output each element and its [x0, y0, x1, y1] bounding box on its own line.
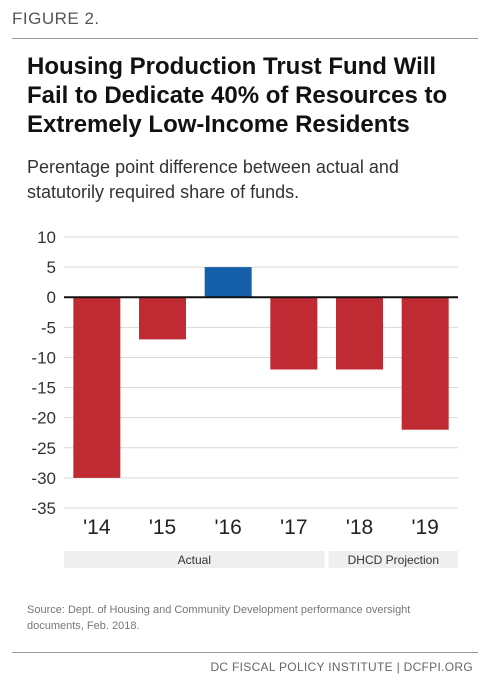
chart-subtitle: Perentage point difference between actua… [27, 157, 399, 202]
x-tick-label: '18 [346, 516, 373, 539]
footer-credit: DC FISCAL POLICY INSTITUTE | DCFPI.ORG [210, 660, 473, 674]
y-tick-label: -20 [31, 409, 56, 428]
bar-chart: 10 5 0 -5 -10 -15 -20 -25 -30 -35 '14 '15 '16 '17 '18… [31, 228, 458, 568]
group-band [328, 551, 458, 568]
figure-label: FIGURE 2. [12, 9, 100, 28]
bar [139, 297, 186, 340]
top-divider [12, 38, 478, 39]
y-axis-ticks: 10 5 0 -5 -10 -15 -20 -25 -30 -35 [31, 228, 56, 518]
y-tick-label: 0 [47, 288, 56, 307]
bar [204, 267, 252, 298]
group-label: DHCD Projection [348, 553, 439, 567]
x-tick-label: '19 [411, 516, 438, 539]
y-tick-label: -10 [31, 348, 56, 367]
chart-title: Housing Production Trust Fund Will Fail … [27, 53, 448, 138]
x-tick-label: '16 [214, 516, 241, 539]
x-tick-label: '15 [149, 516, 176, 539]
x-axis-ticks: '14 '15 '16 '17 '18 '19 [83, 516, 439, 539]
bar [270, 297, 318, 370]
y-tick-label: -30 [31, 469, 56, 488]
source-note: Source: Dept. of Housing and Community D… [27, 604, 411, 632]
y-tick-label: 5 [47, 258, 56, 277]
y-tick-label: -5 [41, 318, 56, 337]
bottom-divider [12, 652, 478, 653]
bar [401, 297, 449, 430]
bar [73, 297, 121, 478]
bar [336, 297, 383, 370]
y-tick-label: 10 [37, 228, 56, 247]
group-band [64, 551, 325, 568]
y-tick-label: -15 [31, 379, 56, 398]
group-label: Actual [178, 553, 211, 567]
y-tick-label: -25 [31, 439, 56, 458]
y-tick-label: -35 [31, 499, 56, 518]
x-tick-label: '17 [280, 516, 307, 539]
category-groups: Actual DHCD Projection [64, 551, 458, 568]
bars [73, 267, 449, 478]
grid-lines [64, 236, 458, 509]
x-tick-label: '14 [83, 516, 111, 539]
